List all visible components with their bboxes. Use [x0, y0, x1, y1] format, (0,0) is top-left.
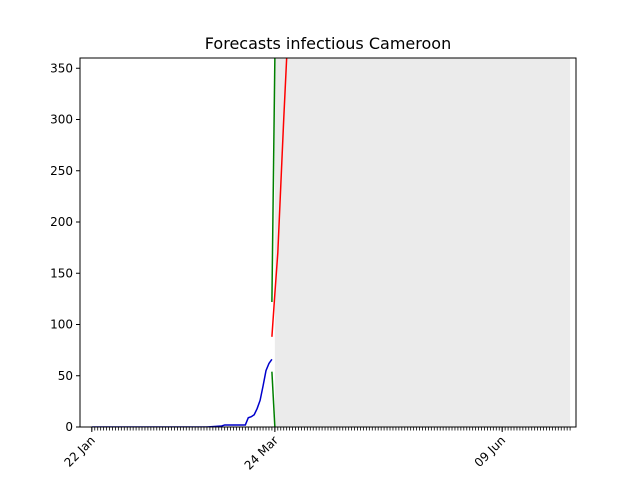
- y-tick-label: 200: [50, 215, 73, 229]
- y-tick-label: 150: [50, 266, 73, 280]
- series-line-1: [91, 358, 273, 427]
- y-tick-label: 0: [65, 420, 73, 434]
- chart-title: Forecasts infectious Cameroon: [205, 34, 451, 53]
- series-line-3: [271, 58, 276, 302]
- series-line-4: [271, 371, 276, 427]
- y-tick-label: 50: [58, 369, 73, 383]
- series-line-2: [271, 58, 288, 337]
- y-axis: 0 50 100 150 200 250 300 350: [50, 61, 80, 434]
- y-tick-label: 350: [50, 61, 73, 75]
- y-tick-label: 300: [50, 113, 73, 127]
- y-tick-label: 100: [50, 318, 73, 332]
- series-layer: [91, 58, 288, 427]
- forecast-shaded-region: [274, 58, 571, 427]
- y-tick-label: 250: [50, 164, 73, 178]
